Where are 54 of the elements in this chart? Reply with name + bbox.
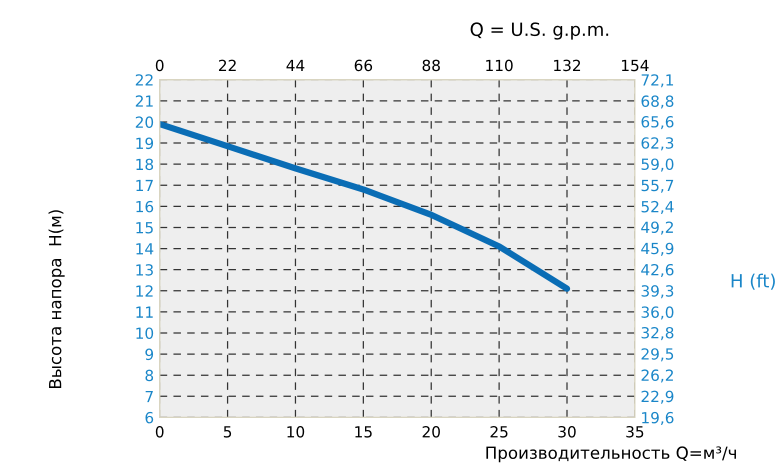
y-tick-label: 6 xyxy=(145,412,154,424)
x-tick-label: 35 xyxy=(626,426,644,438)
y-tick-label: 22 xyxy=(136,74,153,86)
y2-tick-label: 39,3 xyxy=(642,285,674,298)
y2-tick-label: 19,6 xyxy=(642,412,674,425)
x2-axis-title: Q = U.S. g.p.m. xyxy=(470,22,608,40)
y2-tick-label: 62,3 xyxy=(642,137,674,150)
x2-tick-label: 0 xyxy=(156,60,164,72)
y2-tick-label: 22,9 xyxy=(642,390,674,404)
y-tick-label: 8 xyxy=(145,370,154,382)
y2-tick-label: 29,5 xyxy=(642,348,674,362)
x2-tick-label: 154 xyxy=(622,60,649,72)
x2-tick-label: 44 xyxy=(286,60,304,71)
y-tick-label: 10 xyxy=(136,327,154,340)
x2-tick-label: 110 xyxy=(486,60,513,72)
x-tick-label: 20 xyxy=(422,426,440,438)
y-tick-label: 19 xyxy=(136,138,154,150)
x-axis-title: Производительность Q=м³/ч xyxy=(486,446,736,462)
y-tick-label: 16 xyxy=(136,200,154,212)
x2-tick-label: 22 xyxy=(218,60,236,71)
y2-tick-label: 65,6 xyxy=(642,116,674,130)
y-tick-label: 20 xyxy=(136,116,154,128)
y-tick-label: 11 xyxy=(136,306,153,318)
x-tick-label: 25 xyxy=(490,426,508,438)
x2-tick-label: 88 xyxy=(422,60,440,72)
y2-tick-label: 55,7 xyxy=(642,180,674,193)
x-tick-label: 10 xyxy=(287,426,304,438)
y2-axis-title: H (ft) xyxy=(732,274,775,290)
y2-tick-label: 49,2 xyxy=(641,221,673,235)
y-tick-label: 15 xyxy=(136,222,153,234)
x-tick-label: 30 xyxy=(558,426,576,438)
x-tick-label: 15 xyxy=(355,426,372,438)
y-tick-label: 7 xyxy=(146,390,153,402)
x2-tick-label: 66 xyxy=(354,60,372,72)
y-tick-label: 18 xyxy=(136,158,154,170)
y2-tick-label: 45,9 xyxy=(641,242,674,256)
x-tick-label: 0 xyxy=(156,426,164,438)
y2-tick-label: 26,2 xyxy=(642,369,673,383)
y2-tick-label: 59,0 xyxy=(642,158,674,172)
y-axis-title: Высота напора H(м) xyxy=(48,210,65,388)
y-tick-label: 14 xyxy=(136,243,154,254)
y2-tick-label: 72,1 xyxy=(642,74,674,88)
y-tick-label: 12 xyxy=(136,285,153,297)
y2-tick-label: 52,4 xyxy=(642,200,674,214)
y-tick-label: 13 xyxy=(136,264,153,276)
x-tick-label: 5 xyxy=(224,426,232,438)
y-tick-label: 17 xyxy=(136,180,153,192)
x2-tick-label: 132 xyxy=(554,60,580,72)
y2-tick-label: 32,8 xyxy=(642,326,674,340)
y-tick-label: 9 xyxy=(145,348,154,360)
y2-tick-label: 68,8 xyxy=(642,95,674,109)
y-tick-label: 21 xyxy=(136,95,153,107)
y2-tick-label: 42,6 xyxy=(641,264,674,278)
y2-tick-label: 36,0 xyxy=(642,306,674,320)
